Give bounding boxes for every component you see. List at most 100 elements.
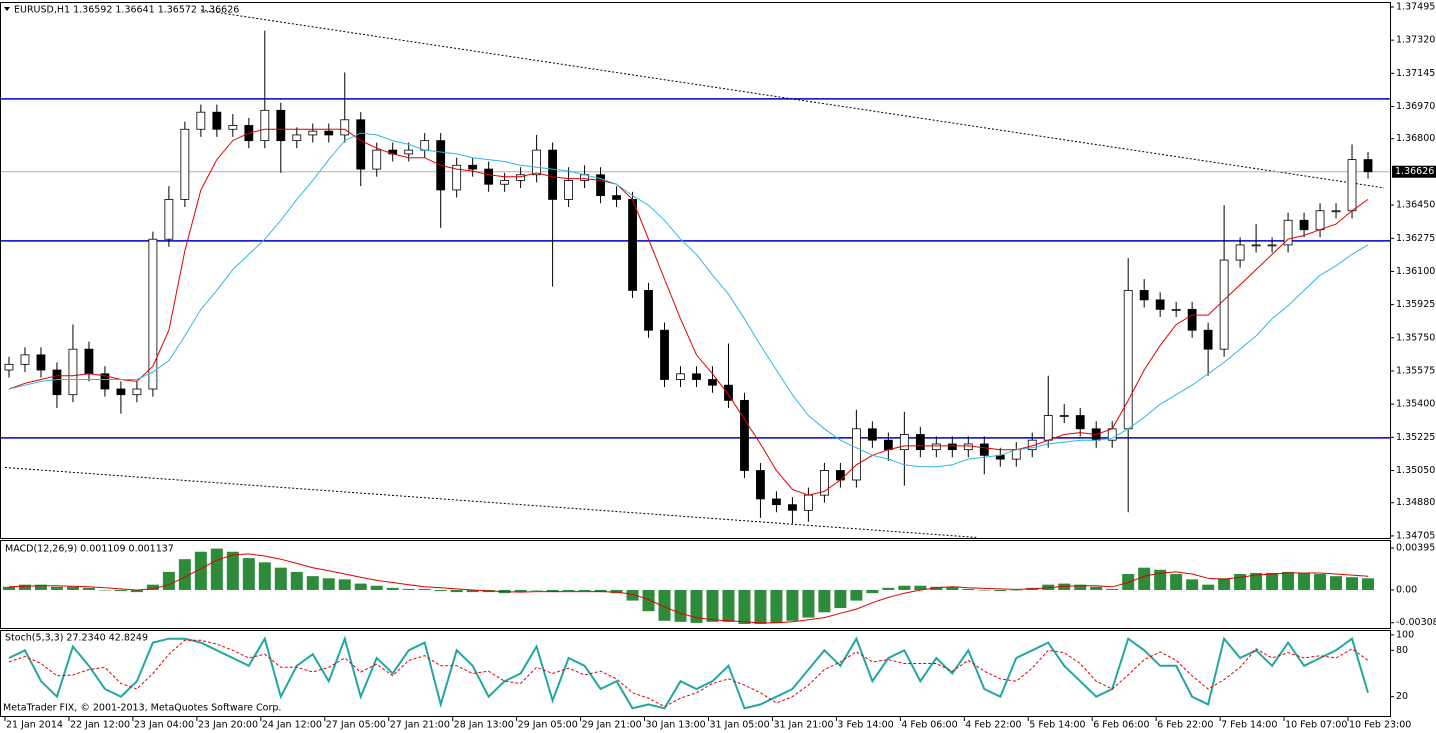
candle-body [20,354,30,365]
macd-bar [674,589,687,622]
macd-bar [738,589,751,624]
macd-panel-frame [0,540,1391,629]
macd-bar [898,585,911,590]
x-tick-label: 4 Feb 22:00 [965,720,1021,731]
candle-body [564,180,573,200]
y-tick-label: -0.003083 [1396,617,1436,628]
macd-bar [450,589,463,593]
candle-body [1203,329,1213,350]
candle-body [1299,219,1309,231]
candle-body [1043,415,1053,441]
x-tick-label: 7 Feb 14:00 [1221,720,1277,731]
macd-bar [930,586,943,590]
macd-bar [386,587,399,590]
macd-bar [1362,578,1375,590]
macd-bar [1010,589,1023,591]
macd-bar [546,589,559,593]
macd-bar [114,589,127,592]
y-tick-label: 1.35925 [1396,299,1435,310]
candle-body [468,164,478,170]
x-tick-label: 6 Feb 06:00 [1093,720,1149,731]
candle-body [324,130,334,136]
y-tick-label: 1.36275 [1396,233,1435,244]
candle-body [212,111,222,130]
macd-bar [610,589,623,594]
macd-bar [354,583,367,590]
macd-bar [1154,569,1167,590]
candle-body [740,399,749,471]
macd-bar [226,551,239,590]
candle-body [516,174,526,181]
main-panel-frame [0,2,1391,539]
candle-body [340,119,350,136]
macd-bar [850,589,863,601]
macd-bar [946,586,959,590]
candle-body [196,111,206,130]
candle-body [1059,415,1069,417]
candle-body [52,369,62,396]
candle-body [276,109,286,142]
candle-body [899,434,909,451]
macd-header: MACD(12,26,9) 0.001109 0.001137 [5,544,174,555]
macd-bar [706,589,719,622]
candle-body [180,128,190,200]
candle-body [883,439,893,451]
x-tick-label: 29 Jan 21:00 [582,720,642,731]
candle-body [660,329,669,380]
macd-bar [338,579,351,590]
macd-bar [530,589,543,591]
macd-bar [306,576,319,590]
candle-body [164,199,174,240]
macd-bar [2,586,15,590]
macd-bar [834,589,847,609]
candle-body [532,149,542,176]
candle-body [1187,308,1197,331]
candle-body [947,443,957,451]
candle-body [84,348,94,375]
candle-body [500,180,510,185]
y-tick-label: 1.36450 [1396,200,1435,211]
y-tick-label: 1.35750 [1396,332,1435,343]
candle-body [1219,259,1229,350]
x-tick-label: 3 Feb 14:00 [837,720,893,731]
macd-bar [130,589,143,593]
macd-bar [882,587,895,590]
macd-bar [626,589,639,601]
indicator-line [8,639,1369,708]
macd-bar [274,567,287,590]
macd-bar [466,589,479,593]
macd-bar [242,558,255,590]
candle-body [1267,244,1277,247]
x-tick-label: 10 Feb 23:00 [1349,720,1411,731]
macd-bar [914,585,927,590]
candle-body [404,149,414,155]
candle-body [692,373,701,380]
macd-bar [594,589,607,593]
macd-bar [194,551,207,590]
macd-bar [818,589,831,613]
indicator-line [8,132,1369,468]
y-tick-label: 1.36100 [1396,266,1435,277]
x-tick-label: 28 Jan 13:00 [454,720,514,731]
macd-bar [514,589,527,593]
menu-triangle[interactable] [4,7,10,11]
macd-bar [82,587,95,590]
y-tick-label: 1.34880 [1396,497,1435,508]
macd-bar [258,562,271,590]
candle-body [628,199,637,291]
candle-body [724,384,733,401]
x-tick-label: 23 Jan 20:00 [198,720,258,731]
macd-bar [866,589,879,594]
y-tick-label: 0.00 [1396,584,1417,595]
macd-bar [722,589,735,622]
candle-body [68,348,78,396]
macd-bar [1074,584,1087,590]
x-tick-label: 5 Feb 14:00 [1029,720,1085,731]
current-price-box [1392,165,1436,178]
macd-bar [1106,588,1119,590]
macd-bar [1170,574,1183,590]
x-tick-label: 30 Jan 13:00 [646,720,706,731]
candle-body [308,130,318,136]
candle-body [548,149,558,200]
x-tick-label: 24 Jan 12:00 [262,720,322,731]
